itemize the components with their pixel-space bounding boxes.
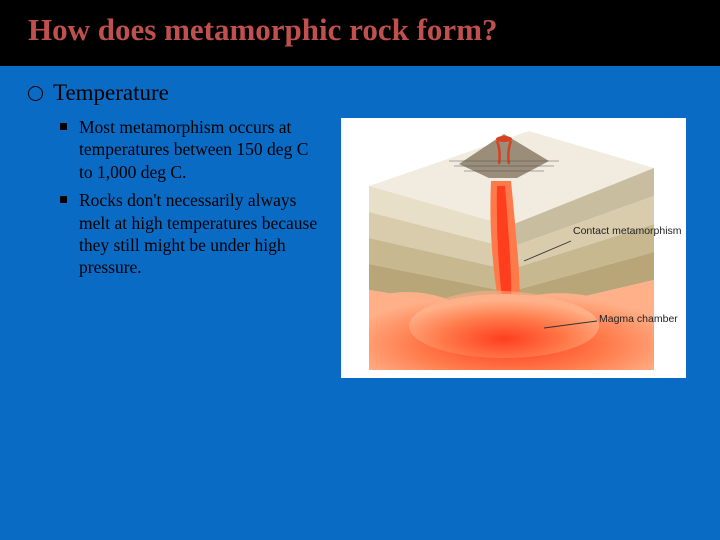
text-column: Temperature Most metamorphism occurs at … <box>28 80 323 378</box>
slide-title: How does metamorphic rock form? <box>28 12 692 48</box>
circle-bullet-icon <box>28 86 43 101</box>
square-bullet-icon <box>60 123 67 130</box>
geology-svg <box>349 126 678 370</box>
list-item: Rocks don't necessarily always melt at h… <box>60 189 323 279</box>
diagram-column: Contact metamorphism Magma chamber <box>341 80 686 378</box>
square-bullet-icon <box>60 196 67 203</box>
title-bar: How does metamorphic rock form? <box>0 0 720 66</box>
label-magma-chamber: Magma chamber <box>599 314 678 325</box>
bullet-list: Most metamorphism occurs at temperatures… <box>28 116 323 279</box>
section-label: Temperature <box>53 80 169 106</box>
label-contact-metamorphism: Contact metamorphism <box>573 226 682 237</box>
list-item: Most metamorphism occurs at temperatures… <box>60 116 323 183</box>
section-heading: Temperature <box>28 80 323 106</box>
content-area: Temperature Most metamorphism occurs at … <box>0 66 720 392</box>
geology-diagram: Contact metamorphism Magma chamber <box>341 118 686 378</box>
bullet-text: Rocks don't necessarily always melt at h… <box>79 189 323 279</box>
bullet-text: Most metamorphism occurs at temperatures… <box>79 116 323 183</box>
